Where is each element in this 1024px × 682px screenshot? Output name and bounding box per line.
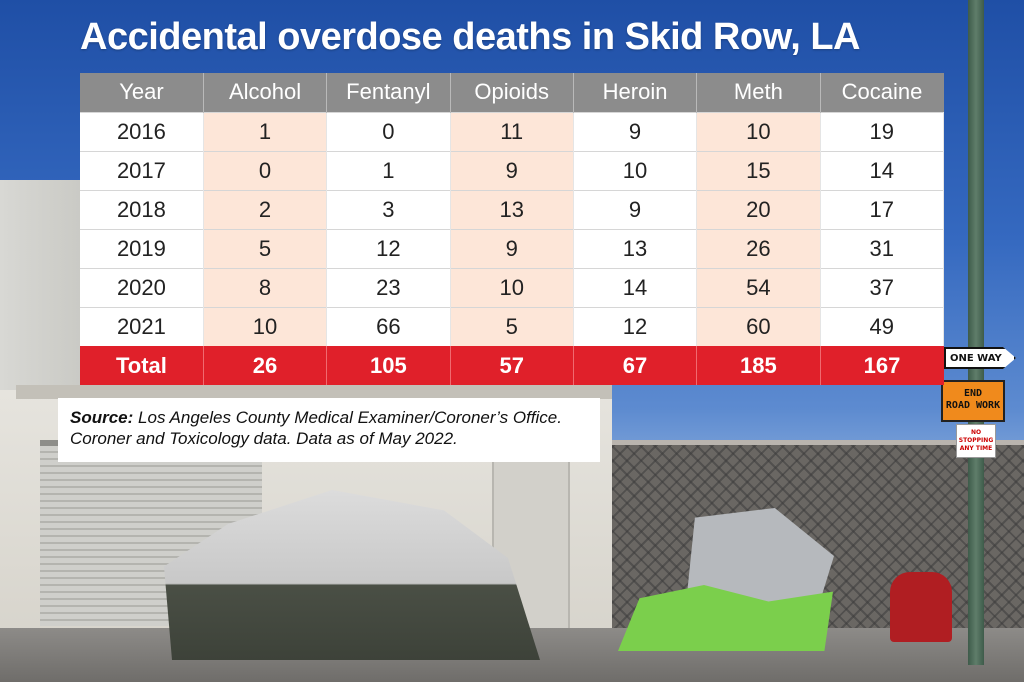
no-stopping-sign: NO STOPPING ANY TIME [956, 424, 996, 458]
column-header-heroin: Heroin [573, 73, 698, 112]
cell-meth: 20 [696, 189, 821, 229]
year-cell: 2019 [80, 228, 204, 268]
table-row: 2021 10 66 5 12 60 49 [80, 306, 945, 346]
street-pole [968, 0, 984, 665]
table-body: 2016 1 0 11 9 10 19 2017 0 1 9 10 15 14 2018 2 3 13 9 20 17 2… [80, 111, 945, 346]
one-way-sign-text: ONE WAY [950, 353, 1002, 364]
overdose-table: Year Alcohol Fentanyl Opioids Heroin Meth Coca… [80, 73, 945, 385]
cell-meth: 54 [696, 267, 821, 307]
cell-alcohol: 8 [203, 267, 328, 307]
column-header-alcohol: Alcohol [203, 73, 328, 112]
end-sign-line1: END [963, 388, 983, 399]
cell-heroin: 14 [573, 267, 698, 307]
cell-alcohol: 10 [203, 306, 328, 346]
table-total-row: Total 26 105 57 67 185 167 [80, 346, 944, 385]
column-header-year: Year [80, 73, 204, 112]
end-road-work-sign: END ROAD WORK [941, 380, 1005, 422]
cell-opioids: 13 [450, 189, 574, 229]
cell-fentanyl: 0 [326, 111, 451, 151]
cell-meth: 15 [696, 150, 821, 190]
cell-heroin: 13 [573, 228, 698, 268]
total-heroin: 67 [573, 346, 698, 385]
red-tarp [890, 572, 952, 642]
cell-meth: 60 [696, 306, 821, 346]
total-cocaine: 167 [820, 346, 944, 385]
cell-meth: 10 [696, 111, 821, 151]
source-note: Source: Los Angeles County Medical Exami… [58, 398, 600, 462]
cell-alcohol: 2 [203, 189, 328, 229]
cell-meth: 26 [696, 228, 821, 268]
cell-heroin: 9 [573, 189, 698, 229]
table-row: 2020 8 23 10 14 54 37 [80, 267, 945, 307]
year-cell: 2017 [80, 150, 204, 190]
cell-cocaine: 31 [820, 228, 945, 268]
source-text: Los Angeles County Medical Examiner/Coro… [70, 408, 562, 448]
table-header-row: Year Alcohol Fentanyl Opioids Heroin Meth Coca… [80, 73, 944, 112]
headline-title: Accidental overdose deaths in Skid Row, … [80, 16, 861, 58]
cell-opioids: 9 [450, 150, 574, 190]
total-fentanyl: 105 [326, 346, 451, 385]
cell-cocaine: 14 [820, 150, 945, 190]
cell-cocaine: 49 [820, 306, 945, 346]
no-stopping-line1: NO STOPPING [958, 429, 994, 444]
cell-heroin: 10 [573, 150, 698, 190]
total-label: Total [80, 346, 204, 385]
cell-cocaine: 19 [820, 111, 945, 151]
cell-heroin: 12 [573, 306, 698, 346]
cell-opioids: 5 [450, 306, 574, 346]
column-header-opioids: Opioids [450, 73, 574, 112]
cell-opioids: 10 [450, 267, 574, 307]
column-header-fentanyl: Fentanyl [326, 73, 451, 112]
source-label: Source: [70, 408, 134, 427]
total-alcohol: 26 [203, 346, 328, 385]
one-way-sign: ONE WAY [944, 347, 1016, 369]
cell-alcohol: 1 [203, 111, 328, 151]
year-cell: 2018 [80, 189, 204, 229]
building-cornice [16, 385, 612, 399]
table-row: 2019 5 12 9 13 26 31 [80, 228, 945, 268]
table-row: 2018 2 3 13 9 20 17 [80, 189, 945, 229]
cell-fentanyl: 66 [326, 306, 451, 346]
end-sign-line2: ROAD WORK [945, 400, 1001, 411]
table-row: 2016 1 0 11 9 10 19 [80, 111, 945, 151]
year-cell: 2016 [80, 111, 204, 151]
cell-fentanyl: 1 [326, 150, 451, 190]
cell-heroin: 9 [573, 111, 698, 151]
total-meth: 185 [696, 346, 821, 385]
column-header-cocaine: Cocaine [820, 73, 944, 112]
cell-fentanyl: 3 [326, 189, 451, 229]
cell-opioids: 9 [450, 228, 574, 268]
cell-alcohol: 5 [203, 228, 328, 268]
cell-alcohol: 0 [203, 150, 328, 190]
cell-opioids: 11 [450, 111, 574, 151]
cell-fentanyl: 12 [326, 228, 451, 268]
no-stopping-line2: ANY TIME [959, 445, 993, 452]
cell-cocaine: 37 [820, 267, 945, 307]
cell-fentanyl: 23 [326, 267, 451, 307]
cell-cocaine: 17 [820, 189, 945, 229]
column-header-meth: Meth [696, 73, 821, 112]
year-cell: 2021 [80, 306, 204, 346]
table-row: 2017 0 1 9 10 15 14 [80, 150, 945, 190]
total-opioids: 57 [450, 346, 574, 385]
year-cell: 2020 [80, 267, 204, 307]
